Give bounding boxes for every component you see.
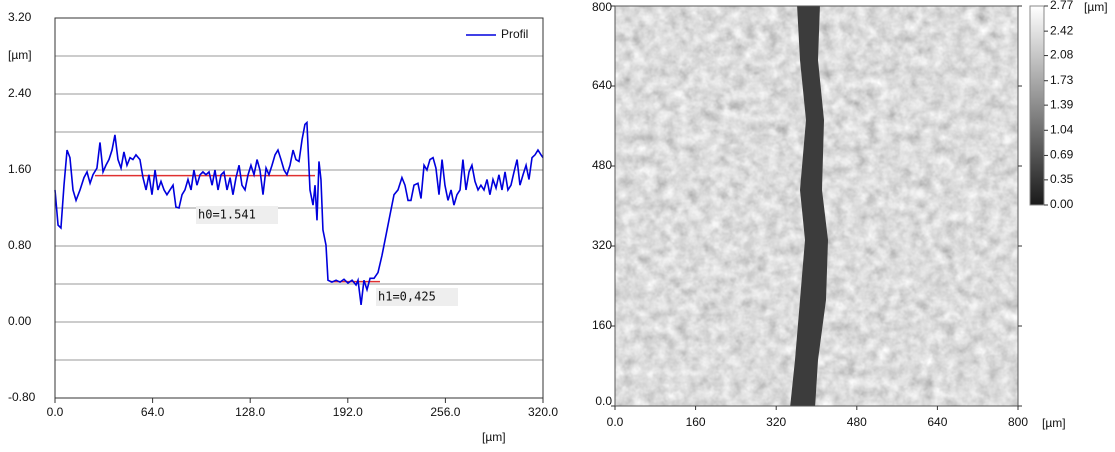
annotation-bg [196, 206, 278, 224]
x-tick-label: 320.0 [528, 405, 558, 419]
x-tick-label: 64.0 [141, 405, 165, 419]
y-tick-label: -0.80 [8, 390, 36, 404]
x-tick-label: 800 [1008, 415, 1028, 429]
y-tick-label: 2.40 [8, 86, 32, 100]
y-tick-label: 0.00 [8, 314, 32, 328]
colorbar-tick-label: 0.69 [1050, 148, 1074, 162]
colorbar-tick-label: 2.42 [1050, 23, 1074, 37]
x-tick-label: 640 [927, 415, 947, 429]
colorbar-tick-label: 0.00 [1050, 197, 1074, 211]
x-axis-unit: [µm] [482, 430, 506, 444]
y-tick-label: 480 [592, 158, 612, 172]
x-tick-label: 192.0 [333, 405, 363, 419]
image-frame [614, 5, 1019, 407]
annotation-label: h1=0,425 [378, 290, 436, 304]
profile-chart: -0.80 0.00 0.80 1.60 2.40 3.20 0.0 64.0 128.0 192… [8, 10, 558, 444]
colorbar-tick-label: 1.04 [1050, 122, 1074, 136]
annotation-bg [376, 288, 458, 306]
x-axis-unit: [µm] [1042, 416, 1066, 430]
colorbar-tick-label: 2.77 [1050, 0, 1074, 12]
y-tick-label: 640 [592, 78, 612, 92]
height-map: 0.0 160 320 480 640 800 0.0 160 320 480 640 800 [µm]… [592, 0, 1108, 430]
y-tick-label: 800 [592, 0, 612, 14]
colorbar-unit: [µm] [1084, 0, 1108, 14]
colorbar-tick-label: 0.35 [1050, 172, 1074, 186]
colorbar [1029, 5, 1045, 206]
y-tick-label: 1.60 [8, 162, 32, 176]
x-tick-label: 320 [766, 415, 786, 429]
x-tick-label: 0.0 [47, 405, 64, 419]
x-tick-label: 480 [847, 415, 867, 429]
x-tick-label: 0.0 [607, 415, 624, 429]
y-tick-label: 0.0 [595, 394, 612, 408]
colorbar-tick-label: 1.73 [1050, 73, 1074, 87]
y-axis-unit: [µm] [8, 48, 32, 62]
y-tick-label: 3.20 [8, 10, 32, 24]
colorbar-tick-label: 1.39 [1050, 97, 1074, 111]
x-tick-label: 128.0 [235, 405, 265, 419]
annotation-label: h0=1.541 [198, 208, 256, 222]
plot-frame [54, 17, 544, 399]
legend-label: Profil [501, 27, 528, 41]
colorbar-tick-label: 2.08 [1050, 48, 1074, 62]
y-tick-label: 320 [592, 238, 612, 252]
y-tick-label: 0.80 [8, 238, 32, 252]
y-tick-label: 160 [592, 318, 612, 332]
profile-line [54, 120, 544, 305]
x-tick-label: 256.0 [430, 405, 460, 419]
crack [790, 6, 828, 406]
x-tick-label: 160 [686, 415, 706, 429]
